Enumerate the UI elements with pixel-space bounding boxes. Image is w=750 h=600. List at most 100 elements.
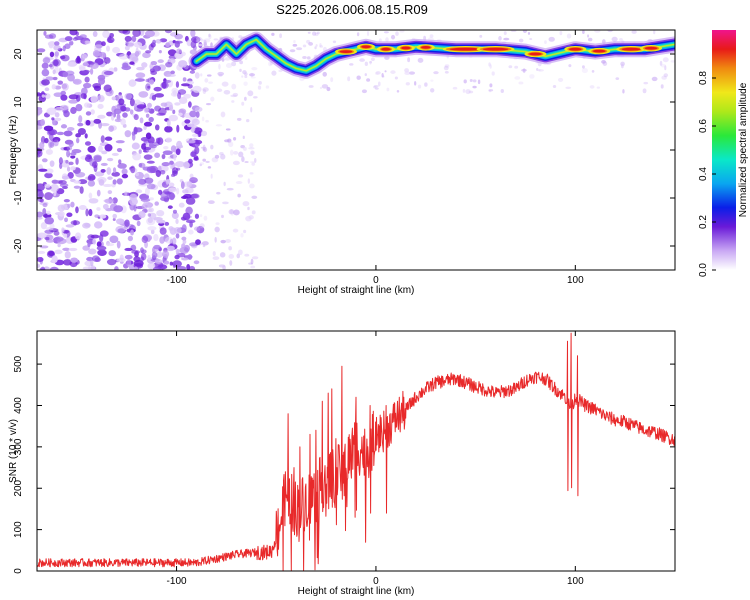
noise-blob: [408, 71, 416, 75]
noise-blob: [390, 70, 396, 74]
x-tick-label: -100: [167, 576, 187, 587]
noise-blob: [369, 61, 372, 64]
noise-blob: [134, 50, 140, 57]
noise-blob: [41, 158, 48, 163]
x-tick-label: 100: [567, 576, 584, 587]
noise-blob: [129, 197, 138, 206]
noise-blob: [106, 45, 111, 52]
noise-blob: [138, 210, 146, 219]
noise-blob: [143, 154, 153, 160]
noise-blob: [133, 114, 139, 121]
noise-blob: [59, 183, 69, 188]
noise-blob: [46, 107, 57, 116]
noise-blob: [129, 109, 134, 115]
noise-blob: [84, 260, 93, 267]
noise-blob: [43, 125, 54, 132]
noise-blob: [74, 232, 82, 240]
noise-blob: [251, 66, 258, 71]
noise-blob: [44, 93, 51, 100]
noise-blob: [202, 158, 207, 162]
noise-blob: [253, 96, 258, 99]
noise-blob: [78, 115, 83, 123]
noise-blob: [222, 265, 226, 270]
noise-blob: [250, 258, 254, 265]
noise-blob: [84, 76, 90, 83]
noise-blob: [503, 37, 510, 41]
noise-blob: [221, 214, 224, 219]
noise-blob: [359, 58, 365, 62]
noise-blob: [44, 87, 50, 92]
noise-blob: [75, 171, 86, 178]
noise-blob: [247, 206, 250, 211]
snr-series-line: [37, 332, 675, 571]
noise-blob: [100, 135, 105, 143]
noise-blob: [166, 245, 175, 252]
noise-blob: [147, 226, 157, 231]
noise-blob: [97, 103, 104, 109]
noise-blob: [518, 81, 524, 85]
noise-blob: [109, 235, 119, 244]
noise-blob: [87, 180, 96, 187]
noise-blob: [41, 79, 50, 86]
snr-y-axis-label: SNR (10 * v/v): [8, 419, 19, 483]
noise-blob: [222, 201, 229, 205]
noise-blob: [187, 101, 192, 108]
noise-blob: [167, 49, 177, 56]
noise-blob: [75, 206, 79, 214]
noise-blob: [245, 215, 252, 222]
noise-blob: [165, 61, 173, 68]
noise-blob: [138, 162, 146, 169]
noise-blob: [302, 56, 307, 60]
noise-blob: [112, 167, 117, 173]
noise-blob: [48, 251, 55, 257]
noise-blob: [164, 221, 170, 226]
noise-blob: [37, 92, 42, 97]
noise-blob: [664, 65, 667, 71]
noise-blob: [70, 166, 76, 171]
noise-blob: [125, 40, 129, 46]
noise-blob: [107, 176, 113, 180]
noise-blob: [233, 151, 239, 155]
ridge-hotspot-core: [381, 47, 391, 51]
noise-blob: [374, 87, 379, 90]
noise-blob: [166, 119, 171, 127]
noise-blob: [169, 261, 174, 266]
noise-blob: [660, 63, 666, 68]
noise-blob: [52, 69, 56, 75]
noise-blob: [271, 70, 277, 76]
noise-blob: [529, 38, 533, 41]
noise-blob: [369, 60, 372, 65]
noise-blob: [430, 79, 434, 82]
noise-blob: [463, 79, 467, 84]
noise-blob: [168, 104, 174, 111]
noise-blob: [64, 217, 68, 223]
noise-blob: [64, 250, 71, 259]
noise-blob: [201, 241, 209, 246]
noise-blob: [194, 72, 200, 79]
noise-blob: [200, 38, 204, 42]
noise-blob: [73, 220, 77, 226]
noise-blob: [99, 214, 107, 219]
noise-blob: [186, 123, 195, 128]
noise-blob: [248, 73, 256, 77]
noise-blob: [198, 43, 204, 47]
noise-blob: [114, 118, 123, 123]
noise-blob: [176, 124, 180, 133]
noise-blob: [194, 106, 203, 112]
noise-blob: [239, 68, 242, 72]
noise-blob: [131, 250, 141, 255]
noise-blob: [191, 133, 199, 138]
noise-blob: [240, 233, 244, 238]
noise-blob: [63, 110, 70, 118]
noise-blob: [63, 130, 73, 137]
noise-blob: [139, 117, 144, 124]
noise-blob: [195, 110, 200, 118]
noise-blob: [65, 224, 75, 228]
noise-blob: [54, 236, 64, 242]
noise-blob: [191, 193, 200, 199]
noise-blob: [68, 94, 79, 100]
noise-blob: [99, 51, 106, 58]
noise-blob: [390, 34, 396, 40]
x-tick-label: 0: [373, 275, 379, 286]
